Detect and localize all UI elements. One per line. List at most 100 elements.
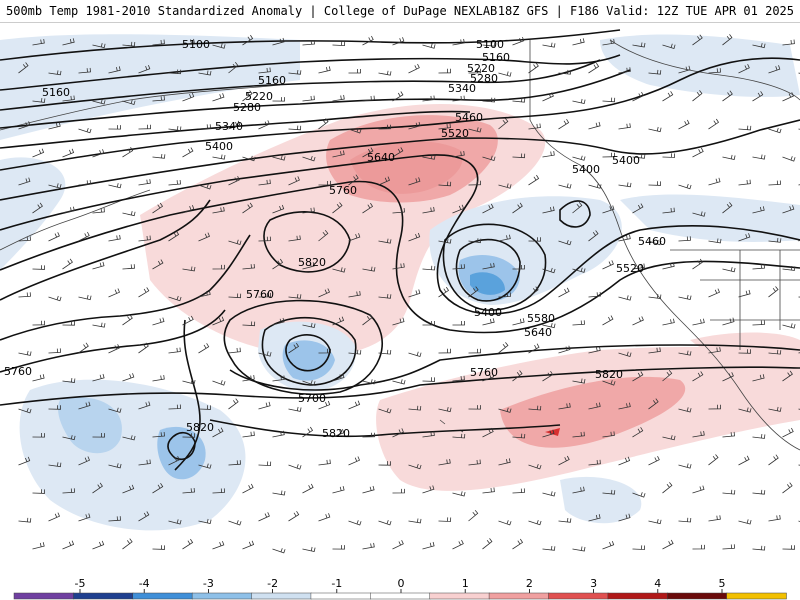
wind-barb: [288, 464, 302, 470]
wind-barb: [272, 97, 285, 102]
wind-barb: [288, 125, 302, 131]
wind-barb: [498, 234, 511, 242]
wind-barb: [468, 68, 481, 74]
wind-barb: [528, 123, 541, 130]
wind-barb: [62, 206, 75, 214]
model-run-info: 18Z GFS | F186 Valid: 12Z TUE APR 01 202…: [497, 4, 794, 18]
wind-barb: [512, 370, 523, 382]
wind-barb: [588, 230, 599, 242]
wind-barb: [48, 295, 62, 302]
wind-barb: [152, 39, 165, 46]
wind-barb: [768, 180, 781, 186]
wind-barb: [498, 407, 512, 413]
wind-barb: [272, 430, 285, 438]
wind-barb: [708, 238, 722, 244]
wind-barb: [468, 127, 482, 133]
wind-barb: [348, 174, 359, 186]
wind-barb: [438, 407, 452, 413]
wind-barb: [572, 378, 586, 384]
wind-barb: [468, 180, 481, 186]
wind-barb: [498, 458, 511, 466]
wind-barb: [558, 345, 571, 354]
wind-barb: [182, 266, 196, 272]
wind-barb: [242, 202, 253, 214]
wind-barb: [78, 294, 92, 301]
wind-barb: [542, 370, 554, 382]
wind-barb: [78, 127, 92, 134]
wind-barb: [558, 287, 570, 298]
wind-barb: [332, 545, 345, 550]
wind-barb: [392, 263, 405, 270]
wind-barb: [182, 38, 195, 46]
wind-barb: [198, 124, 211, 130]
wind-barb: [32, 320, 45, 326]
wind-barb: [738, 179, 751, 186]
wind-barb: [152, 95, 165, 102]
wind-barb: [482, 372, 495, 382]
wind-barb: [332, 267, 346, 273]
wind-barb: [18, 517, 32, 523]
wind-barb: [302, 322, 316, 328]
wind-barb: [228, 398, 239, 410]
wind-barb: [108, 125, 121, 130]
wind-barb: [212, 43, 226, 49]
wind-barb: [122, 211, 136, 217]
wind-barb: [242, 540, 255, 550]
wind-barb: [318, 118, 329, 130]
map-title: 500mb Temp 1981-2010 Standardized Anomal…: [6, 4, 498, 18]
wind-barb: [618, 67, 631, 74]
wind-barb: [78, 231, 90, 242]
wind-barb: [468, 286, 479, 298]
wind-barb: [168, 456, 180, 466]
wind-barb: [318, 288, 331, 298]
wind-barb: [48, 462, 62, 468]
wind-barb: [558, 183, 572, 189]
wind-barb: [618, 456, 631, 466]
wind-barb: [122, 484, 135, 494]
wind-barb: [482, 538, 493, 550]
wind-barb: [378, 124, 391, 130]
legend-color-swatch: [73, 592, 134, 600]
wind-barb: [392, 147, 404, 158]
wind-barb: [648, 347, 661, 354]
wind-barb: [722, 489, 736, 495]
wind-barb: [18, 350, 32, 356]
wind-barb: [662, 370, 673, 382]
wind-barb: [738, 455, 750, 466]
contour-label: 5460: [638, 235, 666, 248]
wind-barb: [572, 320, 585, 326]
wind-barb: [602, 315, 614, 326]
wind-barb: [258, 292, 271, 298]
wind-barb: [618, 182, 632, 188]
legend-tick-label: 0: [398, 577, 405, 590]
wind-barb: [662, 539, 674, 550]
wind-barb: [152, 482, 164, 494]
wind-barb: [198, 290, 211, 298]
wind-barb: [632, 153, 646, 159]
contour-label: 5760: [246, 288, 274, 301]
wind-barb: [32, 265, 45, 270]
wind-barb: [452, 264, 465, 270]
wind-barb: [198, 343, 210, 354]
wind-barb: [678, 236, 691, 242]
wind-barb: [362, 542, 375, 550]
wind-barb: [62, 488, 75, 494]
wind-barb: [708, 177, 721, 186]
wind-barb: [32, 542, 45, 550]
wind-barb: [752, 489, 766, 495]
wind-barb: [362, 266, 376, 272]
contour-label: 5400: [205, 140, 233, 153]
wind-barb: [588, 291, 601, 298]
wind-barb: [62, 378, 76, 383]
wind-barb: [422, 541, 435, 550]
wind-barb: [452, 150, 465, 158]
wind-barb: [302, 207, 315, 214]
wind-barb: [138, 287, 150, 298]
wind-barb: [602, 489, 616, 495]
wind-barb: [318, 180, 331, 186]
wind-barb: [422, 95, 435, 102]
wind-barb: [618, 351, 632, 358]
wind-barb: [168, 347, 181, 354]
wind-barb: [678, 183, 692, 190]
wind-barb: [588, 402, 601, 410]
